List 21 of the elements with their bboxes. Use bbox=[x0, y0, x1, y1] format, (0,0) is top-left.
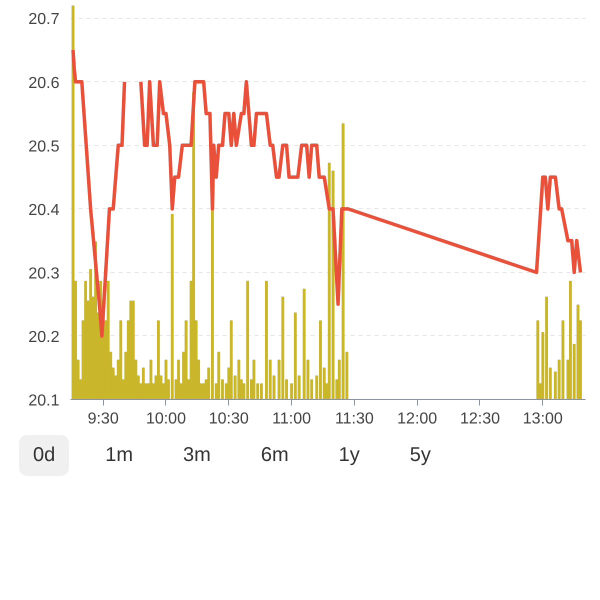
x-tick-label: 9:30 bbox=[88, 410, 119, 428]
text: 1y bbox=[338, 443, 361, 468]
text: 1m bbox=[104, 443, 134, 468]
x-tick-label: 10:30 bbox=[208, 410, 249, 428]
text: 0d bbox=[19, 435, 70, 476]
text: 5y bbox=[408, 443, 432, 468]
text: 6m bbox=[260, 443, 290, 468]
y-tick-label: 20.7 bbox=[28, 11, 60, 28]
y-tick-label: 20.4 bbox=[28, 202, 60, 219]
x-tick-label: 11:30 bbox=[334, 410, 374, 428]
x-tick-label: 11:00 bbox=[272, 410, 312, 428]
y-tick-label: 20.6 bbox=[28, 74, 60, 92]
y-tick-label: 20.3 bbox=[28, 265, 60, 282]
y-tick-label: 20.5 bbox=[28, 138, 60, 156]
y-tick-label: 20.2 bbox=[28, 328, 60, 346]
text: 3m bbox=[182, 443, 212, 468]
x-tick-label: 10:00 bbox=[146, 410, 186, 428]
y-tick-label: 20.1 bbox=[28, 392, 60, 410]
x-tick-label: 12:30 bbox=[460, 410, 500, 428]
x-tick-label: 13:00 bbox=[522, 410, 563, 428]
x-tick-label: 12:00 bbox=[397, 410, 438, 428]
